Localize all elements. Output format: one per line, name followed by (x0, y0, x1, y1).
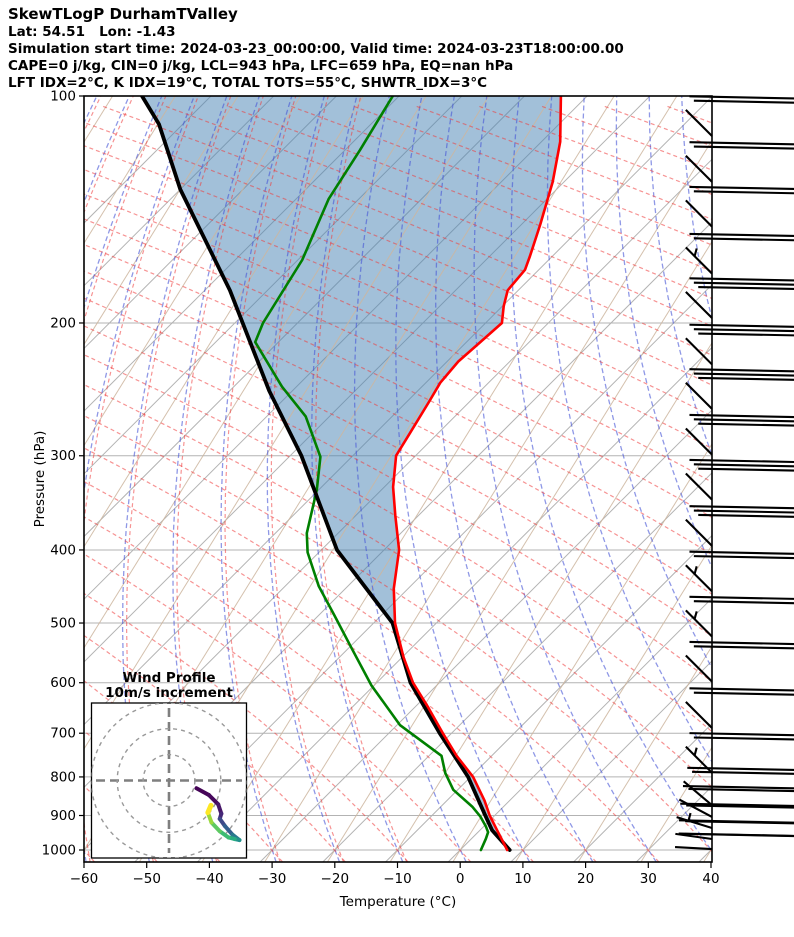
wind-barb (685, 640, 794, 683)
x-tick-label: 40 (702, 871, 719, 887)
y-tick-label: 300 (50, 448, 76, 464)
y-tick-label: 400 (50, 542, 76, 558)
temperature-curve (391, 96, 563, 852)
wind-barb (685, 458, 794, 501)
hodograph-title: Wind Profile (122, 670, 215, 686)
wind-barb (685, 505, 794, 547)
dewpoint-curve (253, 96, 490, 852)
plot-title: SkewTLogP DurhamTValley (8, 5, 238, 23)
indices-line-2: LFT IDX=2°C, K IDX=19°C, TOTAL TOTS=55°C… (8, 75, 488, 91)
wind-barb (685, 550, 794, 593)
wind-barbs (674, 95, 794, 851)
wind-barb (685, 732, 794, 774)
y-tick-label: 700 (50, 726, 76, 742)
wind-barb (678, 785, 794, 818)
wind-barb (685, 185, 794, 228)
y-tick-label: 800 (50, 769, 76, 785)
parcel-curve (140, 96, 512, 852)
y-axis-label: Pressure (hPa) (32, 431, 48, 528)
hodograph-ring (116, 728, 222, 834)
hodograph-trace-segment (194, 786, 211, 798)
wind-barb (674, 832, 794, 851)
y-tick-label: 500 (50, 616, 76, 632)
sounding-curves (140, 96, 563, 852)
hodograph-trace-segment (206, 793, 221, 807)
hodograph-subtitle: 10m/s increment (105, 685, 233, 701)
y-tick-label: 200 (50, 315, 76, 331)
hodograph-trace-segment (205, 802, 214, 816)
simulation-time-line: Simulation start time: 2024-03-23_00:00:… (8, 41, 624, 57)
x-tick-label: 0 (456, 871, 465, 887)
wind-barb (675, 819, 794, 841)
hodograph-inset (90, 702, 248, 859)
x-tick-label: 20 (577, 871, 594, 887)
x-tick-label: −50 (132, 871, 161, 887)
x-tick-label: −20 (321, 871, 350, 887)
x-tick-label: 30 (640, 871, 657, 887)
x-tick-label: 10 (514, 871, 531, 887)
wind-barb (685, 323, 794, 366)
x-axis-label: Temperature (°C) (339, 894, 457, 910)
wind-barb (685, 277, 794, 319)
wind-barb (685, 141, 794, 183)
y-tick-label: 100 (50, 89, 76, 105)
y-tick-label: 600 (50, 675, 76, 691)
x-tick-label: −40 (195, 871, 224, 887)
wind-barb (685, 687, 794, 729)
x-tick-label: −10 (383, 871, 412, 887)
indices-line-1: CAPE=0 j/kg, CIN=0 j/kg, LCL=943 hPa, LF… (8, 58, 514, 74)
y-tick-label: 1000 (42, 843, 76, 859)
hodograph-ring (142, 753, 196, 808)
y-tick-label: 900 (50, 808, 76, 824)
hodograph-trace-segment (209, 820, 222, 834)
x-tick-label: −30 (258, 871, 287, 887)
latlon-line: Lat: 54.51 Lon: -1.43 (8, 24, 176, 40)
wind-barb (685, 595, 794, 638)
cape-shading (142, 96, 561, 838)
wind-barb (685, 413, 794, 456)
wind-barb (685, 368, 794, 410)
wind-barb (685, 232, 794, 275)
wind-barb (685, 95, 794, 137)
x-tick-label: −60 (70, 871, 99, 887)
